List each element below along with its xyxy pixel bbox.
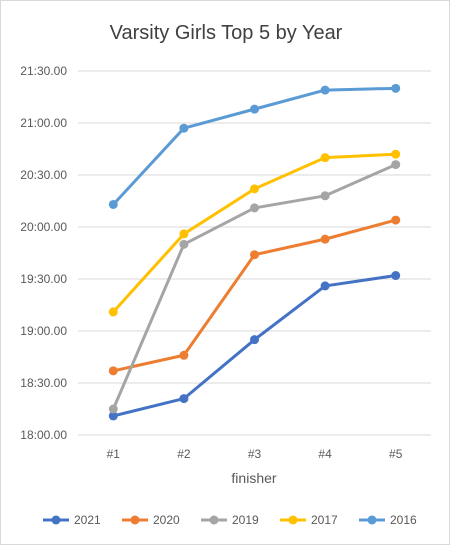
data-point [250, 203, 259, 213]
data-point [391, 215, 401, 225]
data-point [179, 239, 189, 249]
x-tick-label: #1 [107, 447, 121, 461]
series-2017 [108, 149, 401, 317]
x-axis-ticks: #1 #2 #3 #4 #5 [107, 447, 403, 461]
y-tick-label: 19:30.00 [20, 272, 67, 286]
y-tick-label: 21:30.00 [20, 64, 67, 78]
data-point [250, 104, 259, 114]
x-tick-label: #5 [389, 447, 403, 461]
x-axis-label: finisher [231, 470, 276, 486]
legend-label: 2016 [390, 513, 417, 527]
series-line [111, 274, 398, 418]
data-point [250, 184, 259, 194]
x-tick-label: #2 [177, 447, 191, 461]
legend-item-2017: 2017 [280, 513, 338, 527]
data-point [108, 366, 118, 376]
data-point [320, 191, 330, 201]
legend-swatch-marker [367, 515, 377, 525]
legend-item-2020: 2020 [122, 513, 180, 527]
legend-label: 2020 [153, 513, 180, 527]
legend-label: 2019 [232, 513, 259, 527]
legend-label: 2021 [74, 513, 101, 527]
data-point [391, 149, 401, 159]
series-lines [108, 83, 401, 421]
data-point [320, 234, 330, 244]
data-point [391, 83, 401, 93]
legend-swatch-marker [130, 515, 140, 525]
legend-item-2019: 2019 [201, 513, 259, 527]
y-tick-label: 18:00.00 [20, 428, 67, 442]
legend-swatch-marker [209, 515, 219, 525]
data-point [108, 199, 118, 209]
legend-swatch-marker [288, 515, 298, 525]
data-point [391, 271, 401, 281]
data-point [108, 307, 118, 317]
data-point [250, 250, 259, 260]
x-tick-label: #4 [318, 447, 332, 461]
legend-item-2021: 2021 [43, 513, 101, 527]
series-2019 [108, 160, 401, 414]
x-tick-label: #3 [248, 447, 262, 461]
data-point [108, 404, 118, 414]
data-point [179, 123, 189, 133]
y-axis-ticks: 18:00.00 18:30.00 19:00.00 19:30.00 20:00.00… [20, 64, 67, 442]
data-point [320, 153, 330, 163]
data-point [320, 281, 330, 291]
y-tick-label: 19:00.00 [20, 324, 67, 338]
data-point [320, 85, 330, 95]
legend-label: 2017 [311, 513, 338, 527]
series-2016 [108, 83, 401, 209]
gridlines [78, 70, 431, 436]
legend: 2021 2020 2019 2017 2016 [43, 513, 417, 527]
series-2020 [108, 215, 401, 376]
data-point [179, 350, 189, 360]
y-tick-label: 18:30.00 [20, 376, 67, 390]
data-point [179, 229, 189, 239]
data-point [250, 335, 259, 345]
legend-item-2016: 2016 [359, 513, 417, 527]
series-line [111, 218, 398, 373]
y-tick-label: 20:00.00 [20, 220, 67, 234]
data-point [179, 394, 189, 404]
y-tick-label: 21:00.00 [20, 116, 67, 130]
chart-title: Varsity Girls Top 5 by Year [110, 22, 343, 44]
series-line [111, 163, 398, 411]
data-point [108, 411, 118, 421]
y-tick-label: 20:30.00 [20, 168, 67, 182]
legend-swatch-marker [51, 515, 61, 525]
series-2021 [108, 271, 401, 421]
series-line [111, 152, 398, 314]
data-point [391, 160, 401, 170]
